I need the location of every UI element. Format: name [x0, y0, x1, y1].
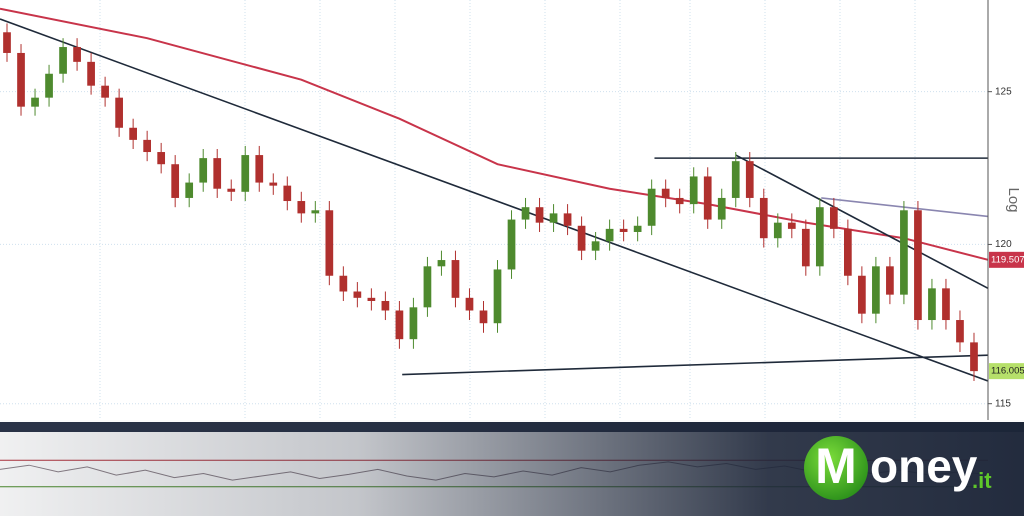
candle-body	[31, 97, 39, 107]
candle-body	[437, 260, 446, 267]
candle-body	[423, 266, 432, 308]
candle-body	[872, 266, 880, 314]
logo-ball	[804, 436, 868, 500]
trendline	[402, 354, 989, 376]
candle-body	[409, 307, 418, 340]
candle-body	[956, 320, 964, 343]
candle-body	[815, 207, 824, 267]
candle-body	[507, 219, 516, 270]
candle-body	[745, 161, 754, 198]
candle-body	[577, 225, 586, 251]
candle-body	[339, 275, 348, 292]
candle-body	[942, 288, 950, 321]
candle-body	[563, 213, 572, 226]
candle-body	[647, 188, 656, 226]
y-tick-label: 115	[995, 398, 1011, 409]
candle-body	[185, 182, 194, 198]
candle-body	[311, 210, 320, 214]
logo-suffix: .it	[972, 468, 992, 493]
candle-body	[633, 225, 642, 232]
candle-body	[675, 197, 684, 205]
candle-body	[325, 210, 334, 276]
candle-body	[353, 291, 362, 298]
candle-body	[451, 260, 460, 298]
price-label: 116.0052	[991, 366, 1024, 377]
candle-body	[521, 207, 530, 220]
candle-body	[605, 228, 614, 242]
candle-body	[381, 300, 390, 311]
candle-body	[619, 228, 628, 232]
candle-body	[241, 155, 250, 192]
candle-body	[759, 197, 768, 239]
candle-body	[171, 164, 180, 198]
moving-average	[0, 7, 989, 261]
candle-body	[535, 207, 544, 223]
candle-body	[59, 47, 67, 74]
logo-name: oney	[870, 440, 978, 492]
candle-body	[801, 228, 810, 267]
candle-body	[970, 342, 978, 372]
candle-body	[844, 228, 852, 276]
candle-body	[591, 241, 600, 251]
trendline	[735, 154, 989, 290]
trendline	[0, 18, 989, 382]
candle-body	[493, 269, 502, 324]
candle-body	[479, 310, 488, 324]
candle-body	[199, 158, 208, 183]
candle-body	[717, 197, 726, 220]
candle-body	[101, 85, 109, 98]
logo: M oney .it	[804, 436, 992, 500]
candle-body	[703, 176, 712, 220]
price-label-box	[989, 363, 1024, 380]
candle-body	[787, 222, 796, 229]
candle-body	[45, 73, 53, 98]
logo-initial: M	[815, 438, 857, 494]
candle-body	[367, 297, 376, 301]
candle-body	[129, 127, 137, 140]
candle-body	[87, 61, 95, 86]
candle-body	[829, 207, 838, 229]
vertical-grid	[99, 0, 916, 420]
candle-body	[283, 185, 292, 202]
candle-body	[465, 297, 474, 311]
candle-body	[773, 222, 782, 239]
candle-body	[858, 275, 866, 314]
candle-body	[255, 155, 264, 183]
trendline	[821, 197, 989, 218]
candle-body	[914, 210, 922, 321]
candle-body	[395, 310, 404, 340]
ma-label: 119.5073	[991, 254, 1024, 265]
candle-body	[115, 97, 123, 128]
candle-body	[661, 188, 670, 198]
candle-body	[297, 201, 306, 214]
candle-body	[143, 139, 152, 153]
candle-body	[3, 32, 11, 53]
candle-body	[73, 47, 81, 62]
candle-body	[689, 176, 698, 205]
candle-body	[269, 182, 278, 186]
candle-body	[886, 266, 894, 295]
candle-body	[900, 210, 908, 295]
candle-body	[731, 161, 740, 198]
y-tick-label: 120	[995, 239, 1012, 250]
y-axis-label: Log	[1005, 187, 1022, 212]
candle-body	[17, 52, 25, 107]
candle-body	[549, 213, 558, 223]
ma-label-box	[989, 251, 1024, 268]
candle-body	[928, 288, 936, 321]
candle-body	[157, 152, 166, 165]
candle-body	[227, 188, 236, 192]
candle-body	[213, 158, 222, 189]
y-tick-label: 125	[995, 86, 1012, 97]
